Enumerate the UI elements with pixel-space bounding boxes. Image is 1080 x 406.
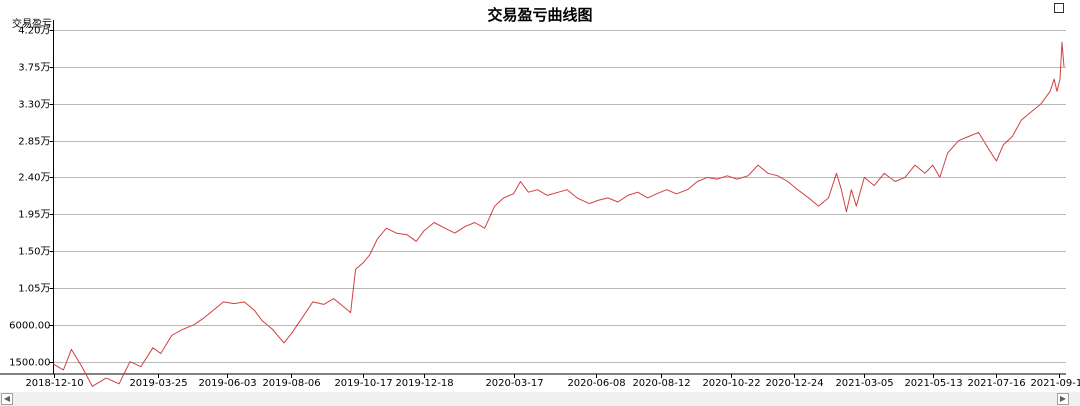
- series-group: [53, 41, 1065, 387]
- x-tick-label: 2021-03-05: [835, 378, 893, 389]
- y-tick-label: 3.30万: [18, 100, 50, 111]
- x-tick-label: 2019-03-25: [129, 378, 187, 389]
- x-tick-label: 2020-06-08: [567, 378, 625, 389]
- x-tick-label: 2019-12-18: [395, 378, 453, 389]
- y-axis-label: 交易盈亏: [12, 19, 52, 30]
- line-chart: 1500.00 6000.00 1.05万 1.50万 1.95万 2.40万 2.85万 3…: [0, 20, 1080, 389]
- gridlines: [53, 30, 1066, 363]
- y-tick-label: 3.75万: [18, 63, 50, 74]
- y-tick-label: 4.20万: [18, 26, 50, 37]
- x-tick-label: 2021-05-13: [904, 378, 962, 389]
- triangle-left-icon[interactable]: ◀: [1, 393, 13, 405]
- x-tick-label: 2019-08-06: [262, 378, 320, 389]
- horizontal-scrollbar[interactable]: ◀ ▶: [0, 392, 1080, 406]
- y-axis-ticks: 1500.00 6000.00 1.05万 1.50万 1.95万 2.40万 2.85万 3…: [9, 26, 54, 369]
- square-icon[interactable]: [1054, 3, 1064, 13]
- y-tick-label: 1.95万: [18, 210, 50, 221]
- x-tick-label: 2020-12-24: [765, 378, 823, 389]
- x-tick-label: 2021-09-17: [1030, 378, 1080, 389]
- triangle-right-icon[interactable]: ▶: [1057, 393, 1069, 405]
- x-tick-label: 2020-10-22: [702, 378, 760, 389]
- series-line-0: [53, 41, 1065, 387]
- y-tick-label: 2.85万: [18, 137, 50, 148]
- y-tick-label: 2.40万: [18, 173, 50, 184]
- y-tick-label: 6000.00: [9, 321, 50, 332]
- x-tick-label: 2020-03-17: [485, 378, 543, 389]
- chart-title: 交易盈亏曲线图: [487, 6, 593, 24]
- x-axis-ticks: 2018-12-10 2019-03-25 2019-06-03 2019-08-06…: [25, 374, 1080, 389]
- x-tick-label: 2019-10-17: [334, 378, 392, 389]
- x-tick-label: 2020-08-12: [632, 378, 690, 389]
- y-tick-label: 1500.00: [9, 358, 50, 369]
- x-tick-label: 2018-12-10: [25, 378, 83, 389]
- x-tick-label: 2021-07-16: [967, 378, 1025, 389]
- y-tick-label: 1.05万: [18, 284, 50, 295]
- x-tick-label: 2019-06-03: [198, 378, 256, 389]
- y-tick-label: 1.50万: [18, 247, 50, 258]
